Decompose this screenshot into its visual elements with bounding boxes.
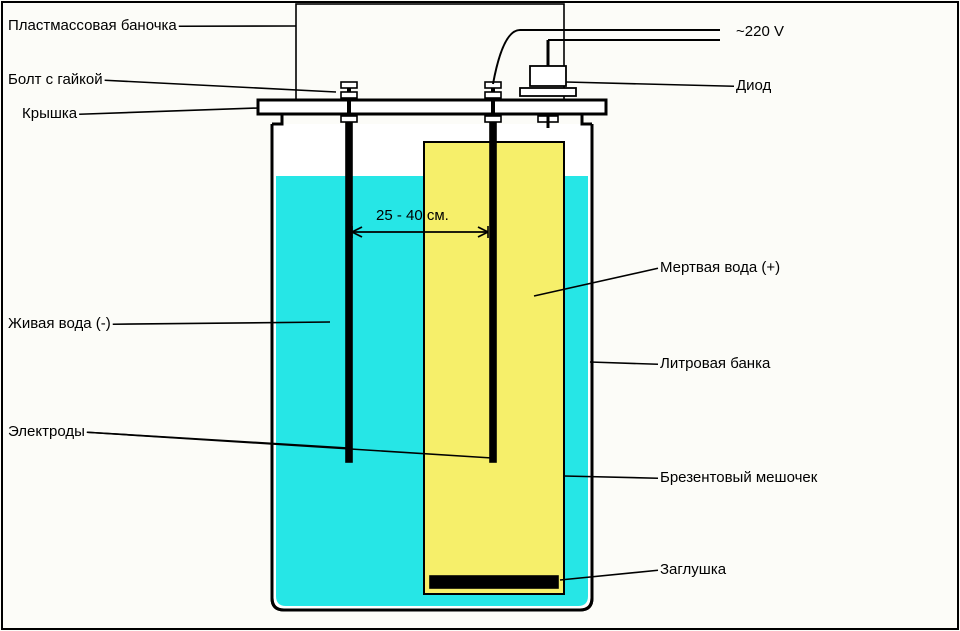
dimension-label: 25 - 40 см. bbox=[376, 208, 449, 225]
label-diode: Диод bbox=[736, 78, 771, 95]
label-dead: Мертвая вода (+) bbox=[660, 260, 780, 277]
label-bag: Брезентовый мешочек bbox=[660, 470, 817, 487]
label-alive: Живая вода (-) bbox=[8, 316, 111, 333]
diagram-svg bbox=[0, 0, 960, 631]
label-bolt: Болт с гайкой bbox=[8, 72, 103, 89]
label-box: Пластмассовая баночка bbox=[8, 18, 177, 35]
label-jar: Литровая банка bbox=[660, 356, 770, 373]
label-electrodes: Электроды bbox=[8, 424, 85, 441]
diagram-stage: Пластмассовая баночка Болт с гайкой Крышка… bbox=[0, 0, 960, 631]
label-voltage: ~220 V bbox=[736, 24, 784, 41]
label-lid: Крышка bbox=[22, 106, 77, 123]
label-plug: Заглушка bbox=[660, 562, 726, 579]
